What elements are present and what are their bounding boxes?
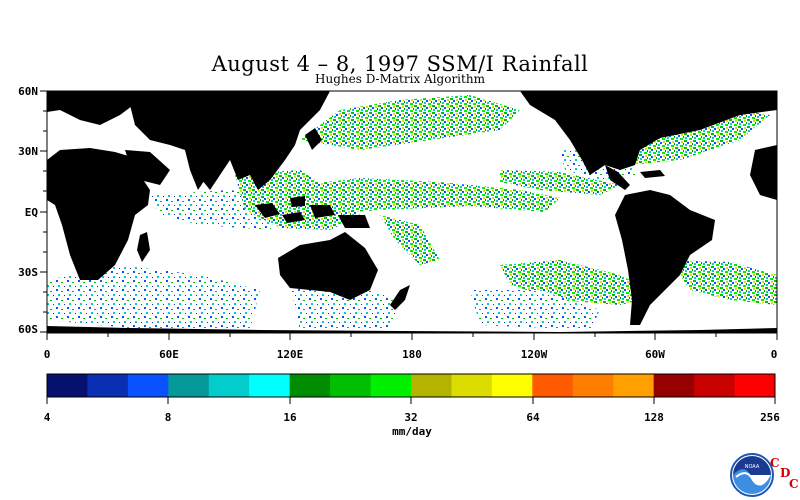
land-asia (120, 91, 330, 190)
colorbar-label-32: 32 (404, 411, 418, 424)
noaa-logo-text: NOAA (745, 464, 760, 470)
land-madagascar (137, 232, 150, 262)
lat-label-30n: 30N (18, 145, 38, 158)
map-content (47, 91, 777, 333)
rain-band-south-atlantic (670, 260, 777, 305)
lon-ticks (46, 333, 778, 340)
colorbar-cell (411, 374, 452, 397)
land-japan (305, 128, 322, 150)
land-north-america (520, 91, 777, 175)
land-europe (47, 91, 140, 125)
rain-band-spcz (380, 215, 440, 265)
land-africa (47, 148, 150, 280)
land-masses (47, 91, 777, 333)
lon-label-60e: 60E (159, 348, 179, 361)
rain-bands (47, 95, 777, 330)
colorbar-label-256: 256 (760, 411, 780, 424)
land-arabia (125, 150, 170, 185)
lon-label-120e: 120E (276, 348, 304, 361)
rain-band-itcz-east (500, 170, 620, 195)
lat-label-eq: EQ (24, 206, 38, 219)
rain-band-south-pacific-2 (470, 290, 600, 330)
land-northwest-africa-right (750, 145, 777, 200)
colorbar-cell (127, 374, 169, 397)
rain-band-north-pacific (300, 95, 520, 150)
colorbar-label-8: 8 (164, 411, 172, 424)
map-title: August 4 – 8, 1997 SSM/I Rainfall (211, 52, 589, 76)
colorbar-cell (451, 374, 493, 397)
land-australia (278, 232, 378, 300)
rain-band-southern-ocean (290, 282, 400, 330)
land-cuba (640, 170, 665, 178)
land-south-america (615, 190, 715, 325)
colorbar-cell (491, 374, 533, 397)
colorbar-cell (613, 374, 655, 397)
noaa-logo: NOAA (730, 453, 774, 497)
lat-label-60n: 60N (18, 85, 38, 98)
colorbar-label-128: 128 (644, 411, 664, 424)
rain-band-indian-south (47, 265, 260, 330)
colorbar-cell (168, 374, 210, 397)
colorbar-cell (330, 374, 372, 397)
colorbar-label-16: 16 (283, 411, 297, 424)
lon-label-0-left: 0 (43, 348, 51, 361)
lon-label-180: 180 (402, 348, 422, 361)
colorbar-cell (370, 374, 412, 397)
land-new-zealand (390, 285, 410, 310)
map-subtitle: Hughes D-Matrix Algorithm (315, 72, 485, 86)
colorbar-cell (734, 374, 776, 397)
land-indonesia (255, 196, 370, 228)
lat-label-60s: 60S (18, 323, 38, 336)
colorbar-label-64: 64 (526, 411, 540, 424)
colorbar-cell (87, 374, 129, 397)
lon-label-60w: 60W (645, 348, 665, 361)
lat-label-30s: 30S (18, 266, 38, 279)
cdc-letter-c1: C (770, 456, 780, 470)
lon-label-0-right: 0 (770, 348, 778, 361)
colorbar-cell (249, 374, 291, 397)
colorbar-cell (47, 374, 88, 397)
land-antarctica (47, 326, 777, 333)
colorbar-label-4: 4 (43, 411, 51, 424)
colorbar-cell (532, 374, 574, 397)
land-central-america (605, 165, 630, 190)
colorbar-cell (653, 374, 695, 397)
colorbar (47, 374, 776, 397)
lon-label-120w: 120W (520, 348, 548, 361)
rain-band-tropical-pacific (300, 178, 560, 215)
colorbar-units: mm/day (392, 425, 432, 438)
colorbar-cell (208, 374, 250, 397)
colorbar-cell (289, 374, 331, 397)
colorbar-ticks (46, 397, 776, 404)
lat-ticks (40, 90, 47, 333)
cdc-letter-d: D (780, 466, 791, 480)
cdc-letter-c2: C (789, 477, 799, 491)
colorbar-cell (694, 374, 736, 397)
rain-band-north-atlantic (620, 110, 770, 165)
land-india (185, 150, 215, 190)
colorbar-cell (572, 374, 614, 397)
